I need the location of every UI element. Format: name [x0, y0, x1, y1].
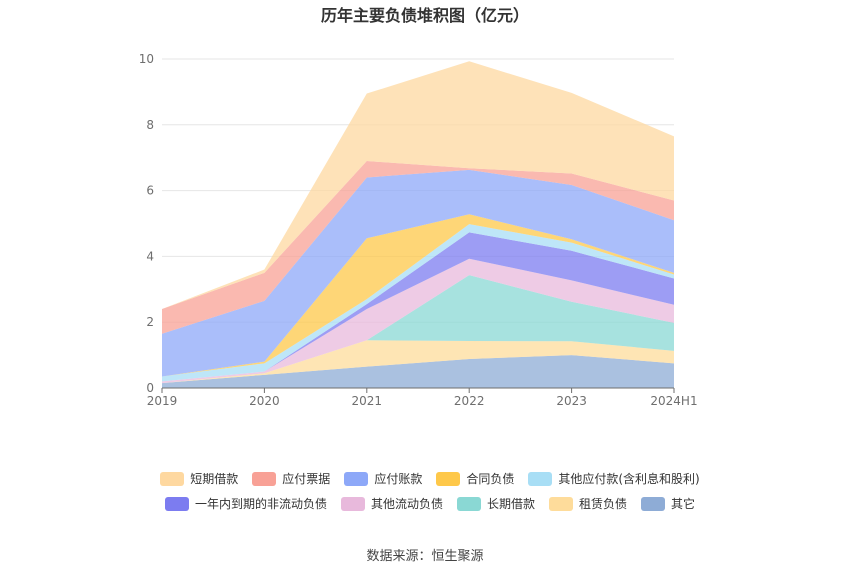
- legend-item[interactable]: 合同负债: [436, 470, 514, 487]
- legend-item[interactable]: 应付账款: [344, 470, 422, 487]
- y-tick-label: 2: [146, 315, 154, 329]
- legend-label: 长期借款: [486, 497, 535, 511]
- legend-swatch: [641, 496, 666, 511]
- legend-item[interactable]: 应付票据: [252, 470, 330, 487]
- area-租赁负债: [162, 340, 674, 384]
- legend-swatch: [252, 471, 277, 486]
- legend-label: 其他流动负债: [370, 497, 443, 511]
- legend-swatch: [164, 496, 189, 511]
- area-其他流动负债: [162, 258, 674, 384]
- legend-label: 一年内到期的非流动负债: [194, 497, 327, 511]
- area-一年内到期的非流动负债: [162, 232, 674, 382]
- legend-item[interactable]: 租赁负债: [549, 495, 627, 512]
- legend-label: 租赁负债: [579, 497, 628, 511]
- legend-label: 短期借款: [190, 472, 239, 486]
- area-应付账款: [162, 169, 674, 377]
- legend-swatch: [456, 496, 481, 511]
- legend: 短期借款 应付票据 应付账款 合同负债 其他应付款(含利息和股利) 一年内到期的非流动负…: [150, 470, 710, 520]
- legend-swatch: [528, 471, 553, 486]
- legend-swatch: [549, 496, 573, 511]
- y-tick-label: 10: [139, 52, 154, 66]
- legend-item[interactable]: 一年内到期的非流动负债: [164, 495, 327, 512]
- x-tick-label: 2023: [556, 394, 587, 408]
- legend-label: 其它: [671, 497, 696, 511]
- area-短期借款: [162, 61, 674, 310]
- area-长期借款: [162, 275, 674, 384]
- x-tick-label: 2022: [454, 394, 485, 408]
- legend-row-1: 短期借款 应付票据 应付账款 合同负债 其他应付款(含利息和股利): [150, 470, 710, 487]
- y-tick-label: 0: [146, 381, 154, 395]
- chart-title: 历年主要负债堆积图（亿元）: [320, 6, 529, 25]
- x-tick-label: 2020: [249, 394, 280, 408]
- x-tick-label: 2024H1: [650, 394, 697, 408]
- legend-row-2: 一年内到期的非流动负债 其他流动负债 长期借款 租赁负债 其它: [150, 495, 710, 512]
- legend-item[interactable]: 其它: [641, 495, 695, 512]
- area-其它: [162, 355, 674, 388]
- legend-item[interactable]: 其他应付款(含利息和股利): [528, 470, 700, 487]
- legend-swatch: [436, 471, 461, 486]
- legend-label: 应付票据: [282, 472, 331, 486]
- legend-swatch: [340, 496, 365, 511]
- legend-label: 合同负债: [466, 472, 515, 486]
- area-合同负债: [162, 214, 674, 377]
- legend-item[interactable]: 长期借款: [456, 495, 535, 512]
- data-source: 数据来源：恒生聚源: [366, 549, 484, 564]
- legend-item[interactable]: 短期借款: [160, 470, 238, 487]
- legend-label: 应付账款: [374, 472, 423, 486]
- y-tick-label: 8: [146, 118, 154, 132]
- x-tick-label: 2021: [352, 394, 383, 408]
- y-tick-label: 6: [146, 184, 154, 198]
- area-应付票据: [162, 160, 674, 334]
- legend-label: 其他应付款(含利息和股利): [558, 472, 700, 486]
- legend-swatch: [160, 471, 185, 486]
- x-tick-label: 2019: [147, 394, 178, 408]
- legend-swatch: [344, 471, 369, 486]
- y-tick-label: 4: [146, 249, 154, 263]
- legend-item[interactable]: 其他流动负债: [340, 495, 443, 512]
